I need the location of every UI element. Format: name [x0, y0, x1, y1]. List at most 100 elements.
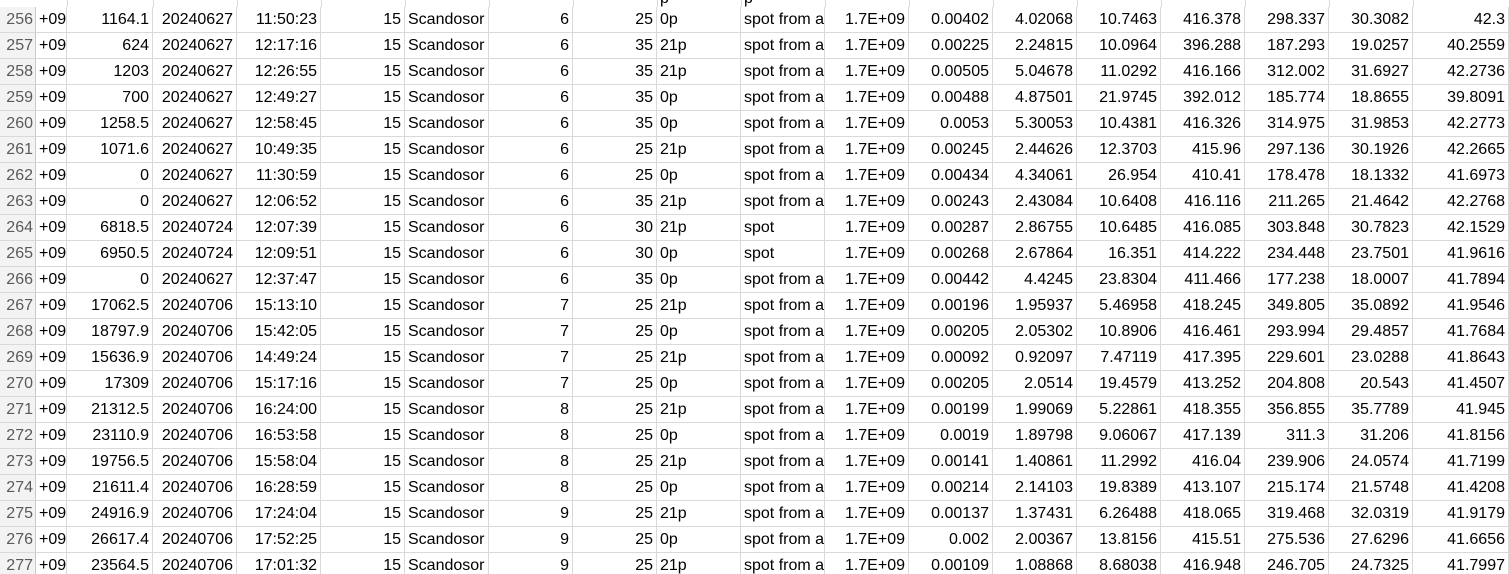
cell-v2[interactable]: 1.08868	[993, 553, 1077, 574]
cell-group[interactable]: 6	[489, 59, 573, 85]
cell-tag[interactable]: 21p	[657, 397, 741, 423]
cell-tz[interactable]: +09	[36, 267, 67, 293]
row-header[interactable]: 275	[0, 501, 36, 527]
cell-v4[interactable]: 418.245	[1161, 293, 1245, 319]
cell-v3[interactable]: 10.8906	[1077, 319, 1161, 345]
cell-v5[interactable]: 319.468	[1245, 501, 1329, 527]
cell-v7[interactable]: 41.4507	[1413, 371, 1509, 397]
cell-name[interactable]: Scandosor	[405, 293, 489, 319]
cell-time[interactable]: 11:30:59	[237, 163, 321, 189]
cell-v7[interactable]: 41.7684	[1413, 319, 1509, 345]
cell-v4[interactable]: 416.378	[1161, 7, 1245, 33]
cell-time[interactable]: 16:53:58	[237, 423, 321, 449]
cell-v2[interactable]: 0.92097	[993, 345, 1077, 371]
cell-v5[interactable]: 314.975	[1245, 111, 1329, 137]
cell-group[interactable]: 8	[489, 397, 573, 423]
cell-v4[interactable]: 416.085	[1161, 215, 1245, 241]
partial-cell[interactable]	[321, 0, 406, 7]
cell-temp[interactable]: 25	[573, 527, 657, 553]
cell-time[interactable]: 15:42:05	[237, 319, 321, 345]
cell-epoch[interactable]: 1.7E+09	[825, 527, 909, 553]
cell-date[interactable]: 20240627	[153, 59, 237, 85]
cell-epoch[interactable]: 1.7E+09	[825, 189, 909, 215]
cell-name[interactable]: Scandosor	[405, 163, 489, 189]
cell-tag[interactable]: 0p	[657, 527, 741, 553]
cell-v6[interactable]: 30.7823	[1329, 215, 1413, 241]
cell-v4[interactable]: 416.116	[1161, 189, 1245, 215]
cell-note[interactable]: spot from a	[741, 137, 825, 163]
cell-tz[interactable]: +09	[36, 527, 67, 553]
partial-cell[interactable]	[1161, 0, 1246, 7]
cell-group[interactable]: 7	[489, 293, 573, 319]
cell-group[interactable]: 6	[489, 241, 573, 267]
cell-v6[interactable]: 19.0257	[1329, 33, 1413, 59]
cell-v6[interactable]: 18.8655	[1329, 85, 1413, 111]
cell-tag[interactable]: 21p	[657, 137, 741, 163]
cell-time[interactable]: 12:58:45	[237, 111, 321, 137]
cell-v4[interactable]: 410.41	[1161, 163, 1245, 189]
cell-temp[interactable]: 25	[573, 319, 657, 345]
cell-epoch[interactable]: 1.7E+09	[825, 293, 909, 319]
cell-name[interactable]: Scandosor	[405, 85, 489, 111]
cell-amount[interactable]: 23564.5	[67, 553, 153, 574]
cell-v6[interactable]: 27.6296	[1329, 527, 1413, 553]
cell-tz[interactable]: +09	[36, 111, 67, 137]
cell-v7[interactable]: 41.9179	[1413, 501, 1509, 527]
cell-v6[interactable]: 20.543	[1329, 371, 1413, 397]
cell-count[interactable]: 15	[321, 371, 405, 397]
cell-date[interactable]: 20240724	[153, 241, 237, 267]
cell-v2[interactable]: 2.14103	[993, 475, 1077, 501]
cell-tz[interactable]: +09	[36, 33, 67, 59]
cell-temp[interactable]: 25	[573, 371, 657, 397]
cell-v5[interactable]: 297.136	[1245, 137, 1329, 163]
cell-date[interactable]: 20240627	[153, 267, 237, 293]
cell-v4[interactable]: 414.222	[1161, 241, 1245, 267]
row-header[interactable]: 273	[0, 449, 36, 475]
cell-date[interactable]: 20240706	[153, 371, 237, 397]
cell-v2[interactable]: 2.24815	[993, 33, 1077, 59]
cell-count[interactable]: 15	[321, 293, 405, 319]
cell-v7[interactable]: 42.2665	[1413, 137, 1509, 163]
cell-time[interactable]: 17:52:25	[237, 527, 321, 553]
cell-v7[interactable]: 41.945	[1413, 397, 1509, 423]
cell-date[interactable]: 20240706	[153, 475, 237, 501]
cell-v2[interactable]: 1.99069	[993, 397, 1077, 423]
cell-v4[interactable]: 417.139	[1161, 423, 1245, 449]
cell-group[interactable]: 6	[489, 137, 573, 163]
cell-v7[interactable]: 41.8156	[1413, 423, 1509, 449]
cell-tag[interactable]: 21p	[657, 189, 741, 215]
cell-v2[interactable]: 2.43084	[993, 189, 1077, 215]
cell-tag[interactable]: 21p	[657, 293, 741, 319]
cell-date[interactable]: 20240706	[153, 527, 237, 553]
cell-tag[interactable]: 21p	[657, 215, 741, 241]
cell-name[interactable]: Scandosor	[405, 7, 489, 33]
cell-group[interactable]: 8	[489, 475, 573, 501]
cell-amount[interactable]: 700	[67, 85, 153, 111]
cell-time[interactable]: 15:17:16	[237, 371, 321, 397]
cell-v1[interactable]: 0.00141	[909, 449, 993, 475]
cell-name[interactable]: Scandosor	[405, 111, 489, 137]
cell-epoch[interactable]: 1.7E+09	[825, 33, 909, 59]
cell-date[interactable]: 20240706	[153, 397, 237, 423]
cell-temp[interactable]: 25	[573, 475, 657, 501]
cell-amount[interactable]: 23110.9	[67, 423, 153, 449]
cell-amount[interactable]: 624	[67, 33, 153, 59]
cell-temp[interactable]: 30	[573, 241, 657, 267]
cell-temp[interactable]: 35	[573, 33, 657, 59]
cell-temp[interactable]: 25	[573, 449, 657, 475]
cell-group[interactable]: 8	[489, 449, 573, 475]
cell-v6[interactable]: 30.3082	[1329, 7, 1413, 33]
cell-v3[interactable]: 12.3703	[1077, 137, 1161, 163]
cell-v3[interactable]: 13.8156	[1077, 527, 1161, 553]
cell-temp[interactable]: 25	[573, 345, 657, 371]
cell-v7[interactable]: 41.7199	[1413, 449, 1509, 475]
partial-cell[interactable]	[993, 0, 1078, 7]
cell-note[interactable]: spot from a	[741, 33, 825, 59]
cell-epoch[interactable]: 1.7E+09	[825, 553, 909, 574]
cell-tz[interactable]: +09	[36, 345, 67, 371]
cell-temp[interactable]: 25	[573, 293, 657, 319]
cell-date[interactable]: 20240706	[153, 319, 237, 345]
partial-cell[interactable]	[67, 0, 154, 7]
cell-time[interactable]: 15:58:04	[237, 449, 321, 475]
cell-note[interactable]: spot from a	[741, 371, 825, 397]
